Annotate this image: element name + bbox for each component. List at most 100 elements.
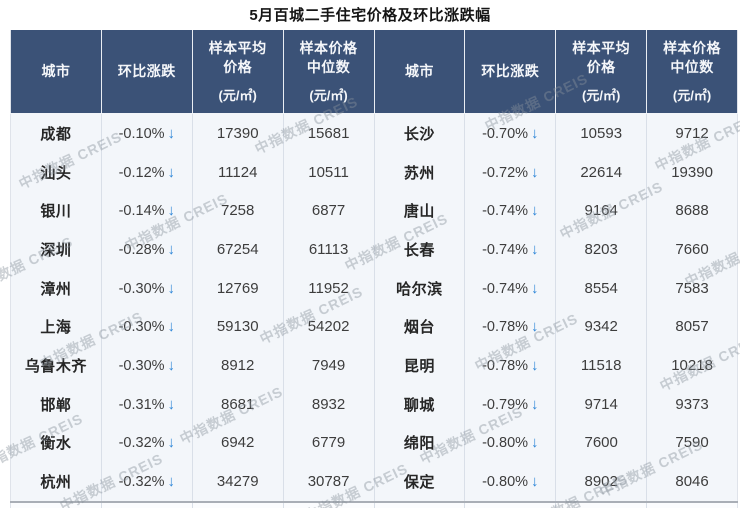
median-price-cell: 7583: [646, 268, 738, 308]
avg-price-cell: 8681: [192, 384, 284, 424]
avg-price-cell: 59130: [192, 307, 284, 347]
city-cell: 上海: [10, 307, 102, 347]
city-cell: 衡水: [10, 423, 102, 463]
avg-price-cell: 7258: [192, 191, 284, 231]
table-row: 漳州 -0.30% ↓ 12769 11952 哈尔滨 -0.74% ↓ 8554 …: [10, 268, 738, 308]
city-cell: 昆明: [374, 346, 466, 385]
change-cell: -0.78% ↓: [464, 307, 557, 347]
header-city-right: 城市: [374, 30, 466, 114]
change-cell: -0.70% ↓: [464, 113, 557, 153]
change-cell: -0.30% ↓: [101, 307, 193, 347]
median-price-cell: 8057: [646, 307, 738, 347]
change-cell: -0.79% ↓: [464, 384, 557, 424]
down-arrow-icon: ↓: [167, 202, 176, 220]
down-arrow-icon: ↓: [531, 356, 539, 374]
avg-price-cell: 9714: [555, 384, 648, 424]
median-price-cell: 8688: [646, 191, 738, 231]
change-cell: -0.74% ↓: [464, 230, 557, 269]
avg-price-cell: 8203: [555, 230, 648, 269]
avg-price-cell: 17390: [192, 113, 284, 153]
down-arrow-icon: ↓: [167, 163, 176, 181]
down-arrow-icon: ↓: [167, 240, 176, 258]
down-arrow-icon: ↓: [167, 356, 176, 374]
city-cell: 深圳: [10, 230, 102, 269]
median-price-cell: 11952: [283, 268, 375, 308]
avg-price-cell: 11518: [555, 346, 648, 385]
median-price-cell: 10511: [283, 152, 375, 192]
avg-price-cell: 7600: [555, 423, 648, 463]
table-body: 成都 -0.10% ↓ 17390 15681 长沙 -0.70% ↓ 10593 …: [10, 113, 738, 508]
down-arrow-icon: ↓: [531, 202, 539, 220]
change-cell: -0.80% ↓: [464, 462, 557, 502]
down-arrow-icon: ↓: [531, 395, 539, 413]
city-cell: 杭州: [10, 462, 102, 502]
down-arrow-icon: ↓: [167, 279, 176, 297]
avg-price-cell: 9342: [555, 307, 648, 347]
header-avg-price-right: 样本平均 价格 (元/㎡): [555, 30, 648, 114]
table-row: 银川 -0.14% ↓ 7258 6877 唐山 -0.74% ↓ 9164 868…: [10, 191, 738, 231]
table-row: 汕头 -0.12% ↓ 11124 10511 苏州 -0.72% ↓ 22614 …: [10, 152, 738, 192]
city-cell: 漳州: [10, 268, 102, 308]
avg-price-cell: 9164: [555, 191, 648, 231]
price-table: 城市 环比涨跌 样本平均 价格 (元/㎡) 样本价格 中位数 (元/㎡) 城市 环比涨跌…: [10, 30, 738, 508]
table-row: 上海 -0.30% ↓ 59130 54202 烟台 -0.78% ↓ 9342 8…: [10, 307, 738, 347]
city-cell: 唐山: [374, 191, 466, 231]
city-cell: 烟台: [374, 307, 466, 347]
median-price-cell: 30787: [283, 462, 375, 502]
change-cell: -0.28% ↓: [101, 230, 193, 269]
table-row: 乌鲁木齐 -0.30% ↓ 8912 7949 昆明 -0.78% ↓ 11518 …: [10, 346, 738, 385]
table-row: 深圳 -0.28% ↓ 67254 61113 长春 -0.74% ↓ 8203 7…: [10, 230, 738, 269]
change-cell: -0.74% ↓: [464, 191, 557, 231]
median-price-cell: 8046: [646, 462, 738, 502]
city-cell: 哈尔滨: [374, 268, 466, 308]
median-price-cell: 9712: [646, 113, 738, 153]
header-change-left: 环比涨跌: [101, 30, 193, 114]
down-arrow-icon: ↓: [167, 318, 176, 336]
down-arrow-icon: ↓: [531, 124, 539, 142]
avg-price-cell: 22614: [555, 152, 648, 192]
city-cell: 成都: [10, 113, 102, 153]
median-price-cell: 6779: [283, 423, 375, 463]
avg-price-cell: 11124: [192, 152, 284, 192]
median-price-cell: 7660: [646, 230, 738, 269]
avg-price-cell: 34279: [192, 462, 284, 502]
median-price-cell: 9373: [646, 384, 738, 424]
city-cell: 聊城: [374, 384, 466, 424]
down-arrow-icon: ↓: [167, 124, 176, 142]
median-price-cell: 61113: [283, 230, 375, 269]
city-cell: 长沙: [374, 113, 466, 153]
city-cell: 银川: [10, 191, 102, 231]
change-cell: -0.30% ↓: [101, 268, 193, 308]
avg-price-cell: 8902: [555, 462, 648, 502]
down-arrow-icon: ↓: [531, 434, 539, 452]
table-row: 邯郸 -0.31% ↓ 8681 8932 聊城 -0.79% ↓ 9714 937…: [10, 384, 738, 424]
median-price-cell: 7590: [646, 423, 738, 463]
change-cell: -0.32% ↓: [101, 462, 193, 502]
table-row: 衡水 -0.32% ↓ 6942 6779 绵阳 -0.80% ↓ 7600 759…: [10, 423, 738, 463]
median-price-cell: 10218: [646, 346, 738, 385]
down-arrow-icon: ↓: [531, 240, 539, 258]
avg-price-cell: 6942: [192, 423, 284, 463]
city-cell: 汕头: [10, 152, 102, 192]
change-cell: -0.32% ↓: [101, 423, 193, 463]
median-price-cell: 6877: [283, 191, 375, 231]
city-cell: 绵阳: [374, 423, 466, 463]
change-cell: -0.31% ↓: [101, 384, 193, 424]
change-cell: -0.10% ↓: [101, 113, 193, 153]
table-row: 杭州 -0.32% ↓ 34279 30787 保定 -0.80% ↓ 8902 8…: [10, 462, 738, 502]
table-cutoff-row: [10, 500, 738, 508]
avg-price-cell: 8912: [192, 346, 284, 385]
city-cell: 保定: [374, 462, 466, 502]
table-header: 城市 环比涨跌 样本平均 价格 (元/㎡) 样本价格 中位数 (元/㎡) 城市 环比涨跌…: [10, 30, 738, 114]
down-arrow-icon: ↓: [531, 318, 539, 336]
change-cell: -0.14% ↓: [101, 191, 193, 231]
avg-price-cell: 8554: [555, 268, 648, 308]
city-cell: 苏州: [374, 152, 466, 192]
city-cell: 邯郸: [10, 384, 102, 424]
avg-price-cell: 10593: [555, 113, 648, 153]
down-arrow-icon: ↓: [531, 473, 539, 491]
down-arrow-icon: ↓: [167, 395, 176, 413]
header-avg-price-left: 样本平均 价格 (元/㎡): [192, 30, 284, 114]
city-cell: 长春: [374, 230, 466, 269]
